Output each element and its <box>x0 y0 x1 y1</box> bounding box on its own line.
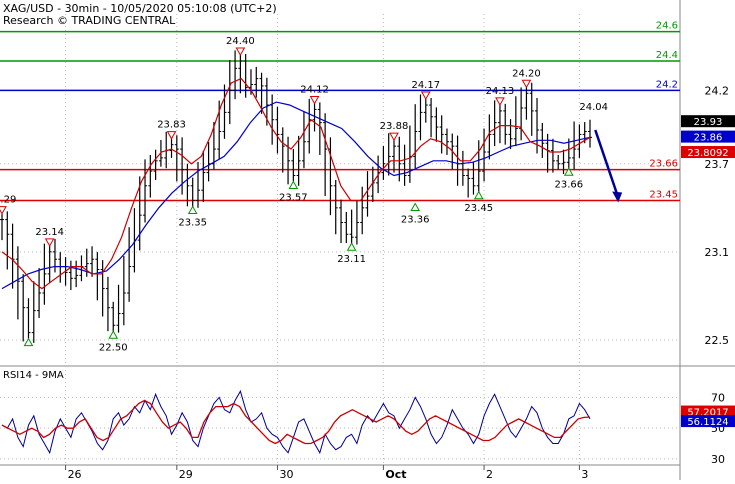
swing-high-marker <box>44 238 55 247</box>
swing-low-marker <box>410 202 421 212</box>
swing-low-marker <box>23 337 34 347</box>
forecast-arrow-shaft <box>594 129 619 195</box>
swing-high-label: 24.13 <box>486 86 515 97</box>
swing-low-label: 23.35 <box>178 217 207 228</box>
level-label: 24.2 <box>656 79 678 90</box>
rsi-ma-tag-bg <box>681 405 735 418</box>
swing-high-label: 23.83 <box>157 120 186 131</box>
swing-high-marker <box>420 91 431 101</box>
swing-low-marker <box>187 205 198 214</box>
rsi-y-tick-label: 30 <box>711 453 725 466</box>
x-tick-label: Oct <box>385 468 406 480</box>
swing-high-marker <box>0 206 7 215</box>
swing-low-label: 22.50 <box>99 342 128 353</box>
swing-low-label: 23.36 <box>401 215 430 226</box>
swing-high-label: 23.88 <box>380 121 409 132</box>
rsi-value-tag-bg <box>681 415 735 428</box>
fast-ma-line <box>1 77 591 290</box>
chart-source: Research © TRADING CENTRAL <box>3 14 176 27</box>
x-tick-label: 3 <box>581 468 588 480</box>
swing-high-label: 23.14 <box>35 227 64 238</box>
swing-high-label: 23.29 <box>0 195 16 206</box>
rsi-ma-line <box>1 399 591 445</box>
main-y-tick-label: 22.5 <box>705 334 730 347</box>
last-price-tag-text: 23.93 <box>694 117 723 128</box>
swing-high-marker <box>166 131 177 140</box>
rsi-y-tick-label: 70 <box>711 391 725 404</box>
last-price-tag-bg <box>681 115 735 128</box>
level-label: 24.4 <box>656 50 678 61</box>
level-label: 23.66 <box>649 159 678 170</box>
chart-title: XAG/USD - 30min - 10/05/2020 05:10:08 (U… <box>3 2 277 15</box>
x-tick-label: 30 <box>279 468 293 480</box>
rsi-ma-tag-text: 57.2017 <box>687 408 728 419</box>
swing-high-marker <box>495 97 505 106</box>
swing-low-marker <box>346 242 357 251</box>
swing-low-marker <box>108 330 119 339</box>
swing-low-label: 23.66 <box>554 179 583 190</box>
series-layer <box>0 48 592 343</box>
swing-high-marker <box>235 47 246 56</box>
rsi-title: RSI14 - 9MA <box>3 370 64 381</box>
level-label: 24.6 <box>656 21 678 32</box>
swing-low-marker <box>473 190 484 200</box>
slow-ma-line <box>1 101 591 290</box>
rsi-line <box>1 389 591 455</box>
x-tick-label: 26 <box>68 468 82 480</box>
main-y-tick-label: 23.1 <box>705 246 730 259</box>
slow-ma-tag-bg <box>681 130 735 143</box>
swing-high-marker <box>389 132 399 142</box>
level-label: 23.45 <box>649 189 678 200</box>
rsi-value-tag-text: 56.1124 <box>687 417 728 428</box>
x-tick-label: 29 <box>179 468 193 480</box>
forecast-arrow-head <box>612 191 623 203</box>
rsi-layer <box>1 389 591 455</box>
price-annotation: 24.04 <box>579 102 608 113</box>
x-tick-label: 2 <box>486 468 493 480</box>
swing-low-label: 23.11 <box>337 254 366 265</box>
main-y-tick-label: 24.2 <box>705 84 730 97</box>
swing-high-label: 24.20 <box>512 68 541 79</box>
fast-ma-tag-text: 23.8092 <box>687 148 728 159</box>
slow-ma-tag-text: 23.86 <box>694 133 723 144</box>
swing-low-label: 23.45 <box>464 203 493 214</box>
main-y-tick-label: 23.7 <box>705 158 730 171</box>
fast-ma-tag-bg <box>681 146 735 159</box>
swing-low-marker <box>563 167 574 176</box>
swing-low-marker <box>288 180 299 190</box>
swing-low-label: 23.57 <box>279 193 308 204</box>
swing-high-label: 24.40 <box>226 36 255 47</box>
swing-high-marker <box>521 79 532 89</box>
swing-high-label: 24.17 <box>411 80 440 91</box>
swing-high-marker <box>309 95 320 105</box>
levels-layer: 24.6 24.4 24.2 23.66 23.45 <box>0 21 680 202</box>
swing-high-label: 24.12 <box>300 84 329 95</box>
marker-layer: 23.29 23.14 23.83 24.40 24.12 23.88 24.17 24.13… <box>0 36 623 353</box>
